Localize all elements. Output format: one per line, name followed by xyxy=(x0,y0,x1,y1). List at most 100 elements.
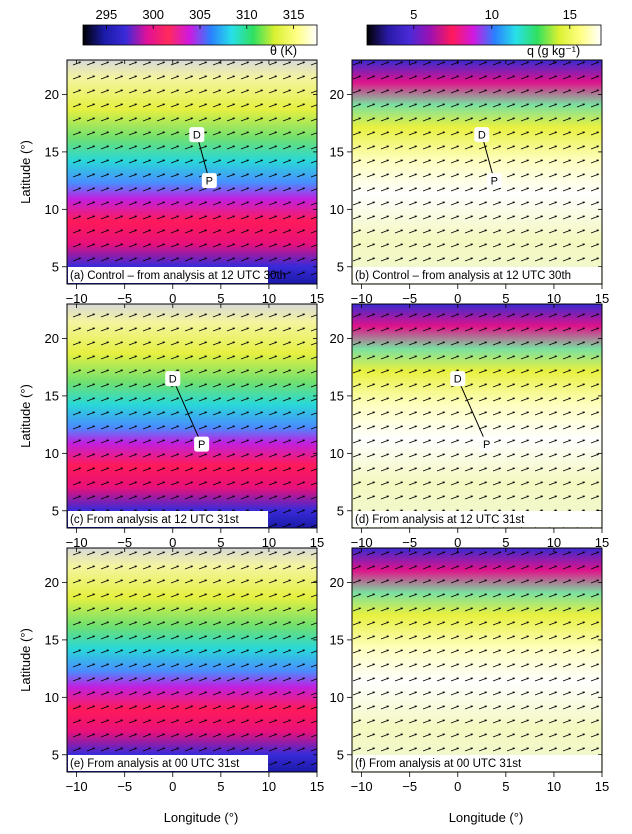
y-tick-label: 15 xyxy=(330,388,344,403)
panel-frame xyxy=(351,547,603,773)
y-tick-label: 15 xyxy=(45,632,59,647)
y-tick-label: 10 xyxy=(330,446,344,461)
y-tick-label: 20 xyxy=(330,331,344,346)
x-tick-label: −5 xyxy=(117,291,132,306)
wind-vectors xyxy=(352,548,602,772)
point-marker-bg xyxy=(474,127,490,143)
point-marker-label: D xyxy=(169,374,177,386)
colorbar-tick: 310 xyxy=(236,7,258,22)
colorbar-humidity: q (g kg⁻¹) 5 10 15 xyxy=(366,7,602,58)
colorbar-tick: 315 xyxy=(283,7,305,22)
point-marker-bg xyxy=(201,173,217,189)
caption-box xyxy=(68,755,268,771)
x-tick-label: 5 xyxy=(502,291,509,306)
y-tick-label: 20 xyxy=(330,575,344,590)
caption-box xyxy=(353,267,601,283)
wind-vectors xyxy=(352,304,602,528)
x-tick-label: −5 xyxy=(402,535,417,550)
x-tick-label: 15 xyxy=(595,535,609,550)
colorbar-theta: θ (K) 295 300 305 310 315 xyxy=(82,7,318,58)
x-tick-label: 0 xyxy=(454,291,461,306)
y-tick-label: 20 xyxy=(45,575,59,590)
x-tick-label: 10 xyxy=(547,779,561,794)
x-tick-label: −5 xyxy=(402,779,417,794)
map-panel: −10 −5 0 5 10 15 5 10 15 20 D P (c) From analysis at… xyxy=(45,303,324,550)
map-panel: −10 −5 0 5 10 15 5 10 15 20 D P (b) Control – from a… xyxy=(330,59,609,306)
x-tick-label: 0 xyxy=(454,535,461,550)
x-tick-label: −10 xyxy=(66,779,88,794)
y-axis-title-row-1: Latitude (°) xyxy=(18,140,33,204)
x-tick-label: −10 xyxy=(351,535,373,550)
panel-frame xyxy=(66,59,318,285)
x-tick-label: 5 xyxy=(502,535,509,550)
y-tick-label: 5 xyxy=(337,259,344,274)
colorbar-humidity-label: q (g kg⁻¹) xyxy=(527,44,580,58)
y-tick-label: 10 xyxy=(330,690,344,705)
colorbar-tick: 300 xyxy=(142,7,164,22)
x-tick-label: 10 xyxy=(262,535,276,550)
wind-vectors xyxy=(67,304,317,528)
y-tick-label: 10 xyxy=(330,202,344,217)
x-tick-label: −5 xyxy=(402,291,417,306)
point-marker-bg xyxy=(189,127,205,143)
caption-box xyxy=(68,511,268,527)
map-panels: −10 −5 0 5 10 15 5 10 15 20 D P (a) Control – from a… xyxy=(45,59,609,794)
x-tick-label: 5 xyxy=(217,535,224,550)
x-tick-label: 0 xyxy=(454,779,461,794)
map-panel: −10 −5 0 5 10 15 5 10 15 20 D P (a) Control – from a… xyxy=(45,59,324,306)
point-marker-bg xyxy=(479,436,495,452)
caption-box xyxy=(353,511,601,527)
x-tick-label: 5 xyxy=(502,779,509,794)
y-tick-label: 10 xyxy=(45,202,59,217)
y-tick-label: 10 xyxy=(45,690,59,705)
point-marker-bg xyxy=(194,436,210,452)
x-tick-label: 10 xyxy=(262,291,276,306)
y-tick-label: 15 xyxy=(330,144,344,159)
panel-frame xyxy=(66,303,318,529)
point-marker-label: P xyxy=(206,176,213,188)
panel-caption: (b) Control – from analysis at 12 UTC 30… xyxy=(355,270,571,282)
x-tick-label: 10 xyxy=(262,779,276,794)
point-marker-label: D xyxy=(193,130,201,142)
y-tick-label: 20 xyxy=(45,331,59,346)
colorbar-tick: 5 xyxy=(410,7,417,22)
map-panel: −10 −5 0 5 10 15 5 10 15 20 D P (d) From analysis at… xyxy=(330,303,609,550)
panel-caption: (f) From analysis at 00 UTC 31st xyxy=(355,758,522,770)
panel-caption: (a) Control – from analysis at 12 UTC 30… xyxy=(70,270,286,282)
colorbar-tick: 305 xyxy=(189,7,211,22)
x-tick-label: −5 xyxy=(117,779,132,794)
x-tick-label: 15 xyxy=(595,291,609,306)
x-tick-label: −5 xyxy=(117,535,132,550)
map-panel: −10 −5 0 5 10 15 5 10 15 20 (f) From analysis at 0… xyxy=(330,547,609,794)
caption-box xyxy=(68,267,268,283)
colorbar-tick: 10 xyxy=(485,7,499,22)
panel-frame xyxy=(351,59,603,285)
y-tick-label: 5 xyxy=(52,259,59,274)
x-tick-label: 15 xyxy=(595,779,609,794)
y-axis-title-row-3: Latitude (°) xyxy=(18,628,33,692)
map-panel: −10 −5 0 5 10 15 5 10 15 20 (e) From analysis at 0… xyxy=(45,547,324,794)
x-tick-label: 15 xyxy=(310,535,324,550)
colorbar-theta-gradient xyxy=(83,25,317,45)
y-tick-label: 10 xyxy=(45,446,59,461)
point-marker-bg xyxy=(450,371,466,387)
wind-vectors xyxy=(67,60,317,284)
point-marker-label: P xyxy=(491,176,498,188)
x-axis-title-right: Longitude (°) xyxy=(449,810,524,825)
y-tick-label: 20 xyxy=(45,87,59,102)
y-tick-label: 5 xyxy=(52,503,59,518)
x-tick-label: 15 xyxy=(310,291,324,306)
x-tick-label: 10 xyxy=(547,291,561,306)
x-tick-label: 0 xyxy=(169,291,176,306)
y-tick-label: 20 xyxy=(330,87,344,102)
point-marker-label: D xyxy=(478,130,486,142)
x-tick-label: −10 xyxy=(66,291,88,306)
panel-caption: (e) From analysis at 00 UTC 31st xyxy=(70,758,240,770)
x-tick-label: 0 xyxy=(169,535,176,550)
colorbar-theta-label: θ (K) xyxy=(270,44,297,58)
point-marker-label: P xyxy=(198,439,205,451)
y-tick-label: 15 xyxy=(45,388,59,403)
caption-box xyxy=(353,755,601,771)
transect-line xyxy=(172,378,203,445)
